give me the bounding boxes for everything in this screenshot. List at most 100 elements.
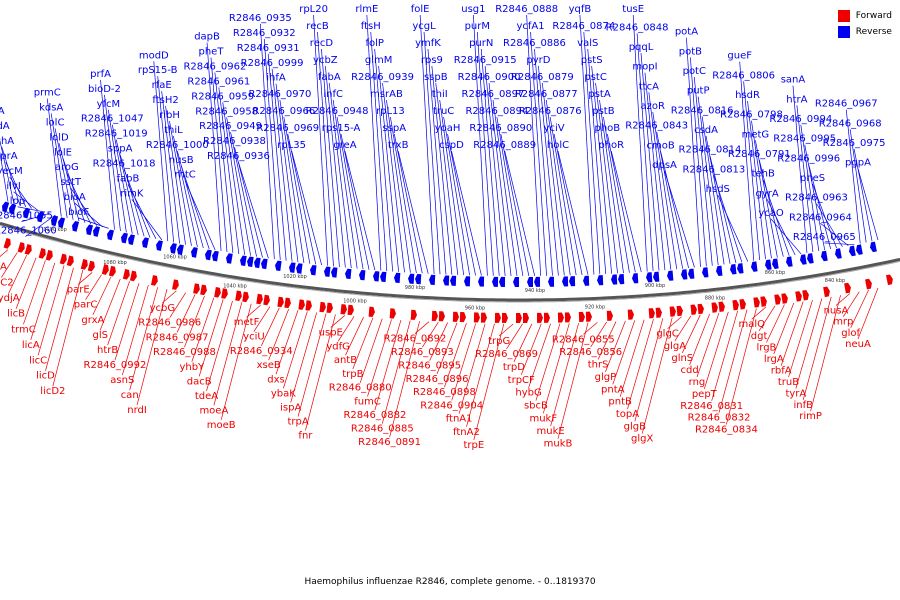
- gene-label: pstA: [588, 89, 610, 100]
- forward-feature: [578, 311, 585, 323]
- reverse-feature: [121, 232, 128, 244]
- gene-label: ftnA1: [446, 414, 473, 425]
- gene-label: glgB: [624, 421, 646, 432]
- gene-label: infB: [793, 400, 813, 411]
- reverse-feature: [240, 255, 247, 266]
- forward-feature: [101, 264, 109, 275]
- gene-label: topA: [616, 409, 639, 420]
- gene-label: yhbY: [179, 362, 205, 373]
- reverse-feature: [492, 276, 499, 287]
- gene-label: ydjA: [0, 293, 20, 304]
- reverse-feature: [611, 274, 618, 285]
- scale-tick: 880 kbp: [705, 295, 725, 301]
- forward-feature: [24, 244, 32, 255]
- gene-label: R2846_0888: [495, 4, 558, 15]
- label-leader: [70, 187, 98, 226]
- gene-label: prfA: [90, 69, 111, 80]
- label-leader: [58, 143, 80, 222]
- label-leader: [717, 194, 749, 262]
- reverse-feature: [37, 211, 45, 223]
- label-leader: [386, 99, 411, 273]
- label-leader: [305, 314, 336, 431]
- forward-feature: [368, 306, 375, 317]
- label-leader: [297, 313, 327, 417]
- label-leader: [526, 14, 542, 276]
- gene-label: trpCF: [508, 375, 535, 386]
- label-leader: [131, 199, 163, 241]
- label-leader: [632, 14, 648, 272]
- label-leader: [268, 308, 289, 361]
- label-leader: [849, 129, 867, 243]
- forward-feature: [676, 305, 683, 317]
- label-leader: [583, 31, 601, 275]
- gene-label: glgX: [631, 434, 653, 445]
- label-leader: [429, 322, 448, 361]
- forward-feature: [844, 282, 851, 294]
- label-leader: [54, 128, 74, 220]
- gene-label: dpsA: [652, 160, 677, 171]
- gene-label: rfaE: [152, 80, 172, 91]
- gene-label: gyrA: [756, 188, 779, 199]
- forward-feature: [522, 312, 529, 323]
- gene-label: R2846_1019: [85, 129, 148, 140]
- gene-label: ymfK: [415, 38, 441, 49]
- label-leader: [701, 116, 725, 265]
- label-leader: [530, 31, 547, 276]
- gene-label: licD2: [40, 386, 65, 397]
- gene-label: R2846_0813: [682, 164, 745, 175]
- forward-feature: [795, 291, 802, 302]
- label-leader: [291, 150, 323, 266]
- forward-feature: [221, 288, 228, 299]
- gene-label: rpL13: [376, 106, 405, 117]
- scale-tick: 1020 kbp: [283, 274, 307, 280]
- reverse-feature: [156, 240, 163, 251]
- label-leader: [431, 65, 453, 275]
- forward-feature: [193, 283, 200, 294]
- gene-label: pstB: [592, 106, 614, 117]
- legend-reverse-swatch: [837, 26, 850, 38]
- label-leader: [816, 203, 843, 248]
- gene-label: R2846_0965: [793, 232, 856, 243]
- label-leader: [534, 48, 553, 276]
- label-leader: [681, 314, 701, 354]
- gene-label: greA: [333, 140, 356, 151]
- label-leader: [191, 297, 215, 362]
- gene-label: potC: [683, 66, 706, 77]
- gene-label: ftsH: [361, 21, 381, 32]
- gene-label: antB: [334, 355, 357, 366]
- gene-label: htrB: [97, 345, 118, 356]
- reverse-feature: [646, 272, 653, 283]
- gene-label: xseB: [257, 360, 281, 371]
- forward-feature: [606, 310, 613, 321]
- gene-label: R2846_1047: [81, 114, 144, 125]
- label-leader: [230, 132, 257, 257]
- label-leader: [46, 98, 62, 217]
- gene-label: ftnA2: [453, 427, 480, 438]
- forward-feature: [242, 291, 249, 303]
- gene-label: R2846_0898: [413, 387, 476, 398]
- label-leader: [528, 323, 551, 388]
- forward-feature: [452, 311, 459, 322]
- gene-label: dapB: [194, 32, 220, 43]
- label-leader: [842, 291, 860, 317]
- label-leader: [390, 116, 417, 274]
- gene-label: lolE: [54, 147, 72, 158]
- gene-label: thrS: [588, 359, 609, 370]
- label-leader: [344, 150, 376, 271]
- gene-label: bioA: [64, 192, 86, 203]
- gene-label: pstS: [581, 55, 603, 66]
- reverse-feature: [345, 268, 352, 280]
- forward-feature: [690, 304, 697, 315]
- label-leader: [275, 83, 299, 263]
- gene-label: R2846_0987: [146, 332, 209, 343]
- gene-label: nrdI: [127, 405, 147, 416]
- gene-label: azoR: [641, 101, 665, 112]
- gene-label: bioD-2: [88, 84, 121, 95]
- label-leader: [279, 99, 305, 264]
- label-leader: [538, 65, 559, 276]
- label-leader: [206, 42, 222, 252]
- forward-feature: [38, 248, 46, 259]
- label-leader: [136, 288, 168, 406]
- reverse-feature: [478, 276, 485, 287]
- gene-label: R2846_0999: [241, 58, 304, 69]
